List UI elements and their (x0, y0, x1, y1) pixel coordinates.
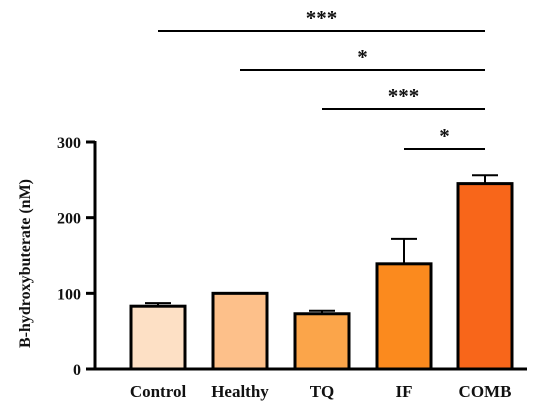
error-bars-layer (145, 174, 498, 314)
y-tick-label: 100 (57, 286, 81, 303)
bar-comb (456, 182, 514, 371)
significance-label: * (439, 124, 450, 148)
significance-label: * (357, 45, 368, 69)
y-axis-title: B-hydroxybuterate (nM) (17, 179, 34, 348)
significance-layer: ******** (158, 6, 485, 150)
category-label-tq: TQ (310, 382, 335, 401)
category-label-control: Control (130, 382, 187, 401)
y-tick-label: 0 (73, 362, 81, 379)
y-ticks-layer: 0 100 200 300 (57, 135, 95, 379)
bar-healthy (211, 291, 269, 371)
y-tick-label: 300 (57, 135, 81, 152)
significance-label: *** (388, 84, 420, 108)
category-label-healthy: Healthy (211, 382, 269, 401)
bar-control (129, 304, 187, 371)
category-label-if: IF (396, 382, 413, 401)
y-tick-label: 200 (57, 211, 81, 228)
category-labels-layer: Control Healthy TQ IF COMB (130, 382, 512, 401)
bars-layer (129, 182, 514, 371)
bar-if (375, 262, 433, 371)
bar-tq (293, 312, 351, 371)
category-label-comb: COMB (459, 382, 512, 401)
significance-label: *** (306, 6, 338, 30)
y-axis (93, 141, 527, 371)
